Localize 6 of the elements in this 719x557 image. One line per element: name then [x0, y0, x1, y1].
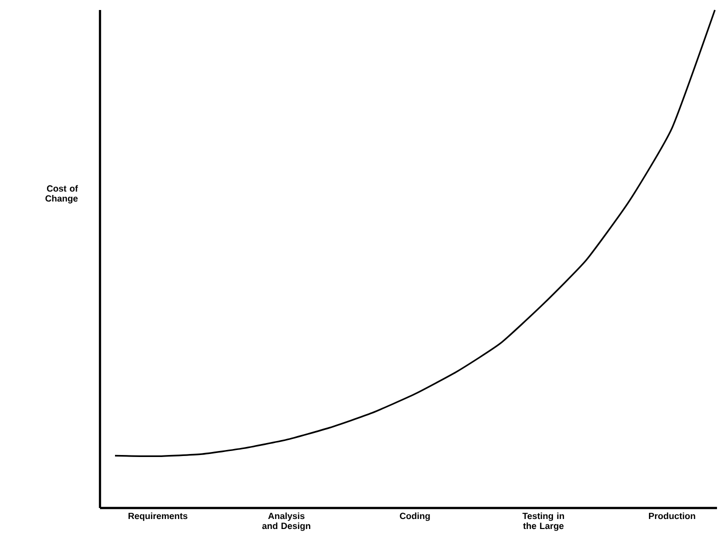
x-tick-label: Production — [648, 512, 696, 520]
x-tick-label: Requirements — [128, 512, 188, 521]
x-tick-label: Coding — [400, 512, 430, 521]
x-tick-label: Testing in the Large — [522, 512, 564, 531]
x-tick-label: Analysis and Design — [262, 512, 310, 531]
y-axis-title: Cost of Change — [45, 185, 78, 204]
